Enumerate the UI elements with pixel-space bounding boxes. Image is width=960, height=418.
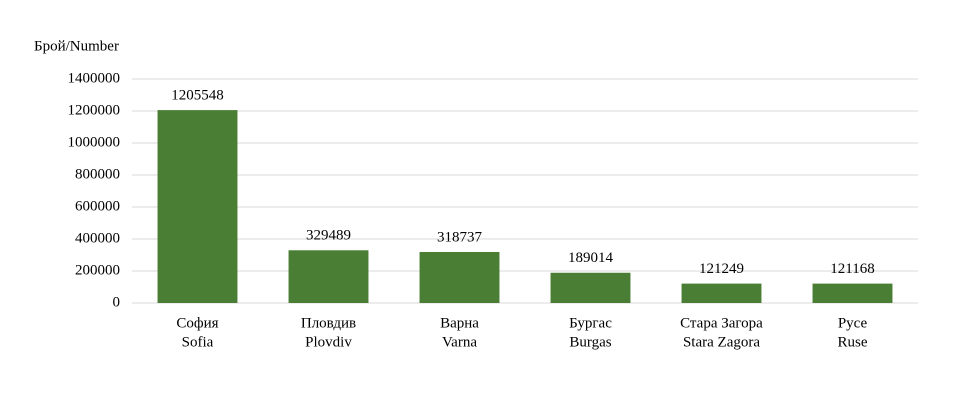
- bar: [812, 283, 893, 303]
- bar: [681, 283, 762, 303]
- x-tick-label: Стара Загора: [680, 315, 763, 331]
- x-tick-label: Plovdiv: [305, 334, 352, 350]
- x-tick-label: Burgas: [569, 334, 611, 350]
- y-tick-label: 1000000: [68, 134, 121, 150]
- y-tick-label: 1200000: [68, 102, 121, 118]
- data-label: 121168: [830, 261, 874, 277]
- x-tick-label: Stara Zagora: [683, 334, 760, 350]
- x-tick-label: Sofia: [182, 334, 214, 350]
- data-label: 189014: [568, 250, 614, 266]
- data-label: 1205548: [171, 88, 224, 104]
- data-label: 121249: [699, 261, 744, 277]
- x-tick-label: София: [176, 315, 218, 331]
- data-label: 318737: [437, 229, 483, 245]
- bar: [419, 252, 500, 303]
- x-tick-label: Ruse: [838, 334, 868, 350]
- y-tick-label: 600000: [75, 198, 120, 214]
- y-axis-label: Брой/Number: [34, 38, 119, 54]
- x-tick-label: Варна: [440, 315, 479, 331]
- y-tick-label: 0: [113, 294, 121, 310]
- y-tick-label: 400000: [75, 230, 120, 246]
- x-tick-label: Varna: [442, 334, 477, 350]
- y-tick-label: 800000: [75, 166, 120, 182]
- x-tick-label: Русе: [838, 315, 868, 331]
- y-tick-label: 200000: [75, 262, 120, 278]
- x-tick-label: Пловдив: [301, 315, 356, 331]
- x-tick-label: Бургас: [569, 315, 612, 331]
- y-tick-label: 1400000: [68, 70, 121, 86]
- bar: [157, 110, 238, 303]
- bar: [550, 272, 631, 303]
- bar: [288, 250, 369, 303]
- data-label: 329489: [306, 228, 351, 244]
